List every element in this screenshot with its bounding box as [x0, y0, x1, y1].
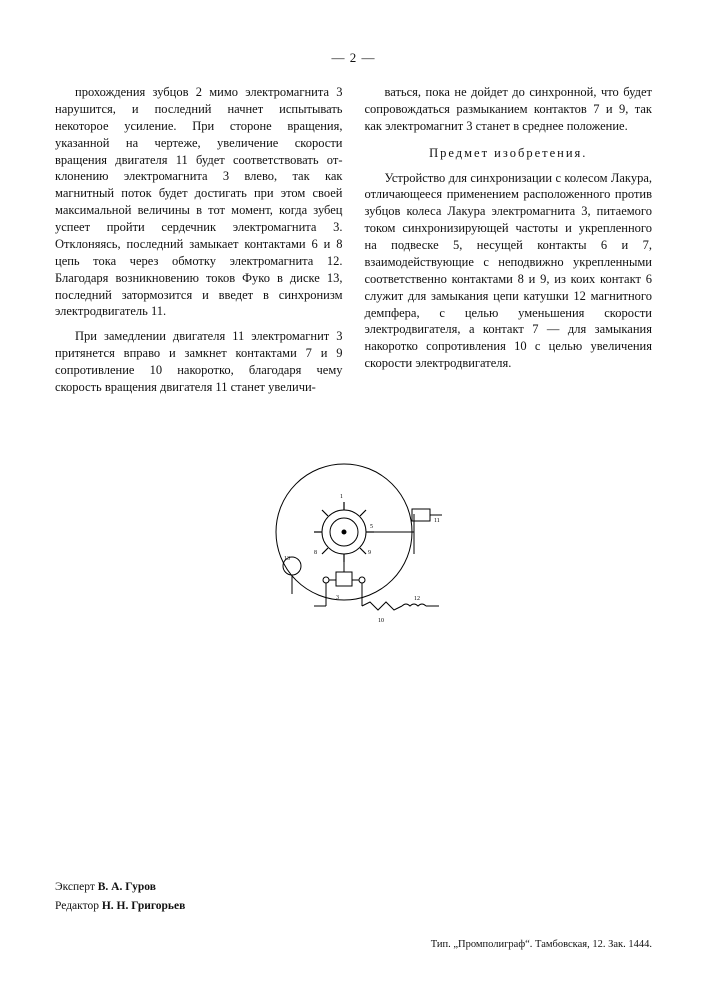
subject-title: Предмет изобретения. — [365, 145, 653, 162]
editor-label: Редактор — [55, 900, 99, 912]
left-column: прохождения зубцов 2 мимо электро­магнит… — [55, 84, 343, 404]
left-p1: прохождения зубцов 2 мимо электро­магнит… — [55, 84, 343, 320]
page-number: — 2 — — [55, 50, 652, 66]
editor-name: Н. Н. Григорьев — [102, 900, 185, 912]
svg-text:8: 8 — [314, 550, 317, 556]
svg-text:11: 11 — [434, 518, 440, 524]
imprint: Тип. „Промполиграф“. Тамбовская, 12. Зак… — [431, 939, 652, 950]
svg-text:12: 12 — [414, 596, 420, 602]
svg-text:9: 9 — [368, 550, 371, 556]
text-columns: прохождения зубцов 2 мимо электро­магнит… — [55, 84, 652, 404]
expert-name: В. А. Гуров — [98, 881, 156, 893]
svg-text:13: 13 — [284, 556, 290, 562]
expert-line: Эксперт В. А. Гуров — [55, 878, 185, 896]
left-p2: При замедлении двигателя 11 электро­магн… — [55, 328, 343, 396]
svg-text:3: 3 — [336, 595, 339, 601]
patent-figure: 1 8 9 3 11 13 10 12 5 — [254, 454, 454, 629]
svg-text:5: 5 — [370, 524, 373, 530]
right-p2: Устройство для синхронизации с коле­сом … — [365, 170, 653, 373]
footer: Эксперт В. А. Гуров Редактор Н. Н. Григо… — [55, 878, 652, 915]
right-column: ваться, пока не дойдет до синхронной, чт… — [365, 84, 653, 404]
editor-line: Редактор Н. Н. Григорьев — [55, 897, 185, 915]
expert-label: Эксперт — [55, 881, 95, 893]
svg-text:10: 10 — [378, 618, 384, 624]
right-p1: ваться, пока не дойдет до синхронной, чт… — [365, 84, 653, 135]
svg-text:1: 1 — [340, 494, 343, 500]
